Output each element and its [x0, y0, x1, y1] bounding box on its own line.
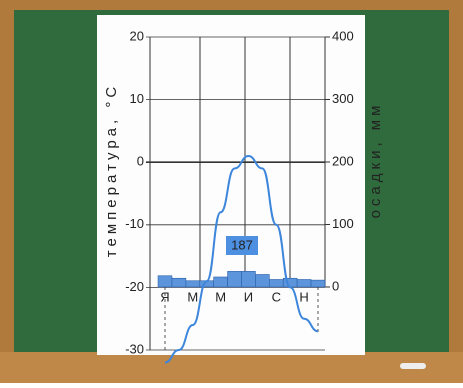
y-axis-title: температура, °C — [103, 83, 120, 257]
precip-bar — [255, 274, 270, 288]
y-tick-label: -20 — [125, 279, 144, 294]
paper — [97, 15, 365, 355]
precip-bar — [227, 271, 242, 288]
precip-bar — [310, 279, 326, 288]
precip-bar — [269, 279, 284, 288]
y-tick-label: -30 — [125, 341, 144, 356]
y2-tick-label: 100 — [332, 216, 354, 231]
y2-tick-label: 400 — [332, 28, 354, 43]
annotation-box — [226, 236, 258, 255]
precip-bar — [241, 271, 256, 288]
x-tick-label: М — [215, 289, 226, 304]
precip-bar — [157, 275, 173, 288]
chalk-ledge — [0, 352, 463, 383]
x-tick-label: С — [272, 289, 281, 304]
x-tick-label: И — [244, 289, 253, 304]
x-tick-label: Н — [299, 289, 308, 304]
annotation: 187 — [231, 237, 253, 252]
y2-axis-title: осадки, мм — [367, 102, 384, 219]
chalk — [400, 363, 426, 369]
precip-bar — [185, 280, 201, 288]
temperature-line — [164, 154, 319, 364]
precip-bar — [171, 277, 187, 288]
y2-tick-label: 200 — [332, 153, 354, 168]
x-tick-label: Я — [160, 289, 169, 304]
precip-bar — [213, 276, 228, 288]
y-tick-label: 0 — [137, 154, 144, 169]
x-tick-label: М — [187, 289, 198, 304]
y-tick-label: 10 — [130, 91, 144, 106]
precip-bar — [296, 279, 312, 288]
y2-tick-label: 300 — [332, 91, 354, 106]
precip-bar — [282, 277, 298, 288]
y-tick-label: -10 — [125, 216, 144, 231]
y-tick-label: 20 — [130, 28, 144, 43]
y2-tick-label: 0 — [332, 278, 339, 293]
